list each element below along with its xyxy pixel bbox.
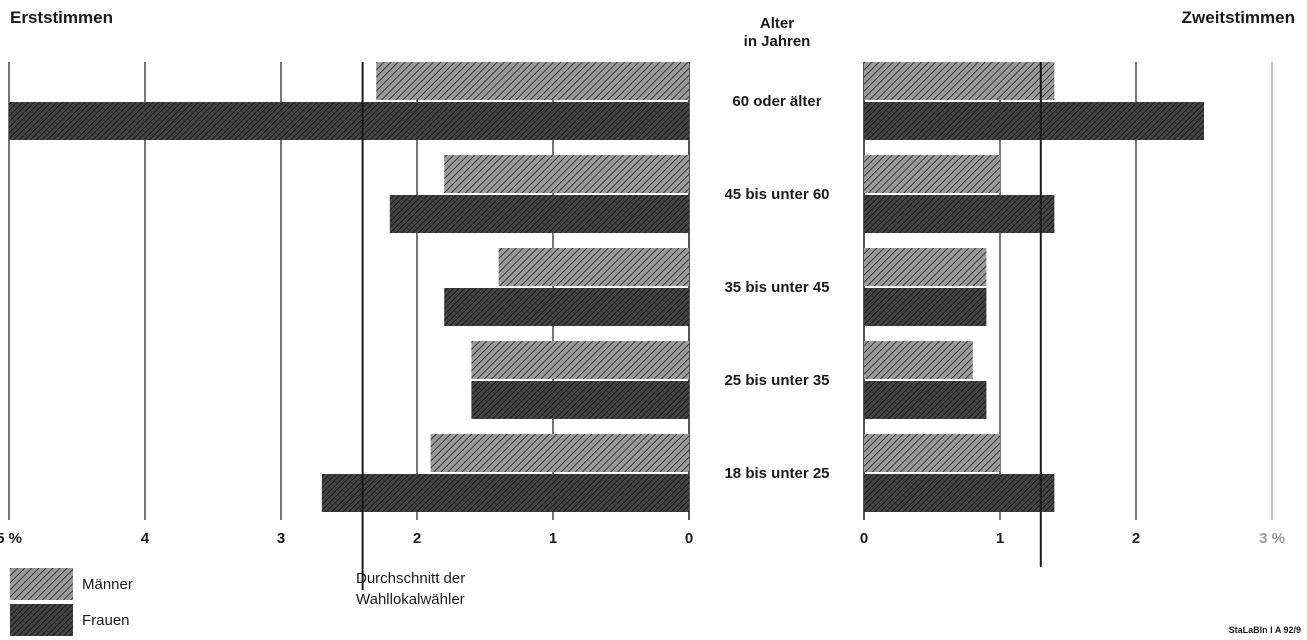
age-axis-header: Alter in Jahren	[712, 15, 842, 51]
age-category-label: 60 oder älter	[732, 93, 821, 110]
left-tick-label: 3	[277, 530, 285, 547]
right-bar-male	[864, 341, 973, 379]
left-bar-male	[376, 62, 689, 100]
right-bar-male	[864, 62, 1055, 100]
right-bar-male	[864, 155, 1000, 193]
age-category-label: 18 bis unter 25	[724, 465, 829, 482]
left-bar-male	[430, 434, 689, 472]
left-bar-female	[444, 288, 689, 326]
left-bar-male	[471, 341, 689, 379]
left-tick-label: 0	[685, 530, 693, 547]
source-note: StaLaBln I A 92/9	[1228, 625, 1301, 635]
left-tick-label: 5 %	[0, 530, 22, 547]
right-bar-male	[864, 248, 987, 286]
legend-label-male: Männer	[82, 576, 133, 593]
left-bar-male	[498, 248, 689, 286]
age-category-label: 25 bis unter 35	[724, 372, 829, 389]
right-tick-label: 2	[1132, 530, 1140, 547]
age-header-line-2: in Jahren	[743, 33, 811, 50]
right-bar-female	[864, 381, 987, 419]
average-line-note: Durchschnitt der Wahllokalwähler	[356, 568, 465, 610]
right-bar-female	[864, 102, 1204, 140]
left-bar-female	[321, 474, 689, 512]
age-category-label: 45 bis unter 60	[724, 186, 829, 203]
age-header-line-1: Alter	[759, 15, 795, 32]
right-tick-label: 3 %	[1259, 530, 1285, 547]
age-category-label: 35 bis unter 45	[724, 279, 829, 296]
left-panel-title: Erststimmen	[10, 8, 113, 27]
left-bar-female	[471, 381, 689, 419]
legend-swatch-male	[10, 568, 73, 600]
average-note-line-2: Wahllokalwähler	[356, 591, 465, 608]
right-bar-female	[864, 195, 1055, 233]
legend-label-female: Frauen	[82, 612, 130, 629]
left-tick-label: 1	[549, 530, 557, 547]
left-bar-female	[9, 102, 689, 140]
left-bar-female	[389, 195, 689, 233]
right-panel-title: Zweitstimmen	[1181, 8, 1295, 27]
right-bar-male	[864, 434, 1000, 472]
right-tick-label: 1	[996, 530, 1004, 547]
legend-swatch-female	[10, 604, 73, 636]
left-tick-label: 4	[141, 530, 150, 547]
left-tick-label: 2	[413, 530, 421, 547]
left-bar-male	[444, 155, 689, 193]
right-bar-female	[864, 474, 1055, 512]
average-note-line-1: Durchschnitt der	[356, 570, 466, 587]
right-bar-female	[864, 288, 987, 326]
right-tick-label: 0	[860, 530, 868, 547]
